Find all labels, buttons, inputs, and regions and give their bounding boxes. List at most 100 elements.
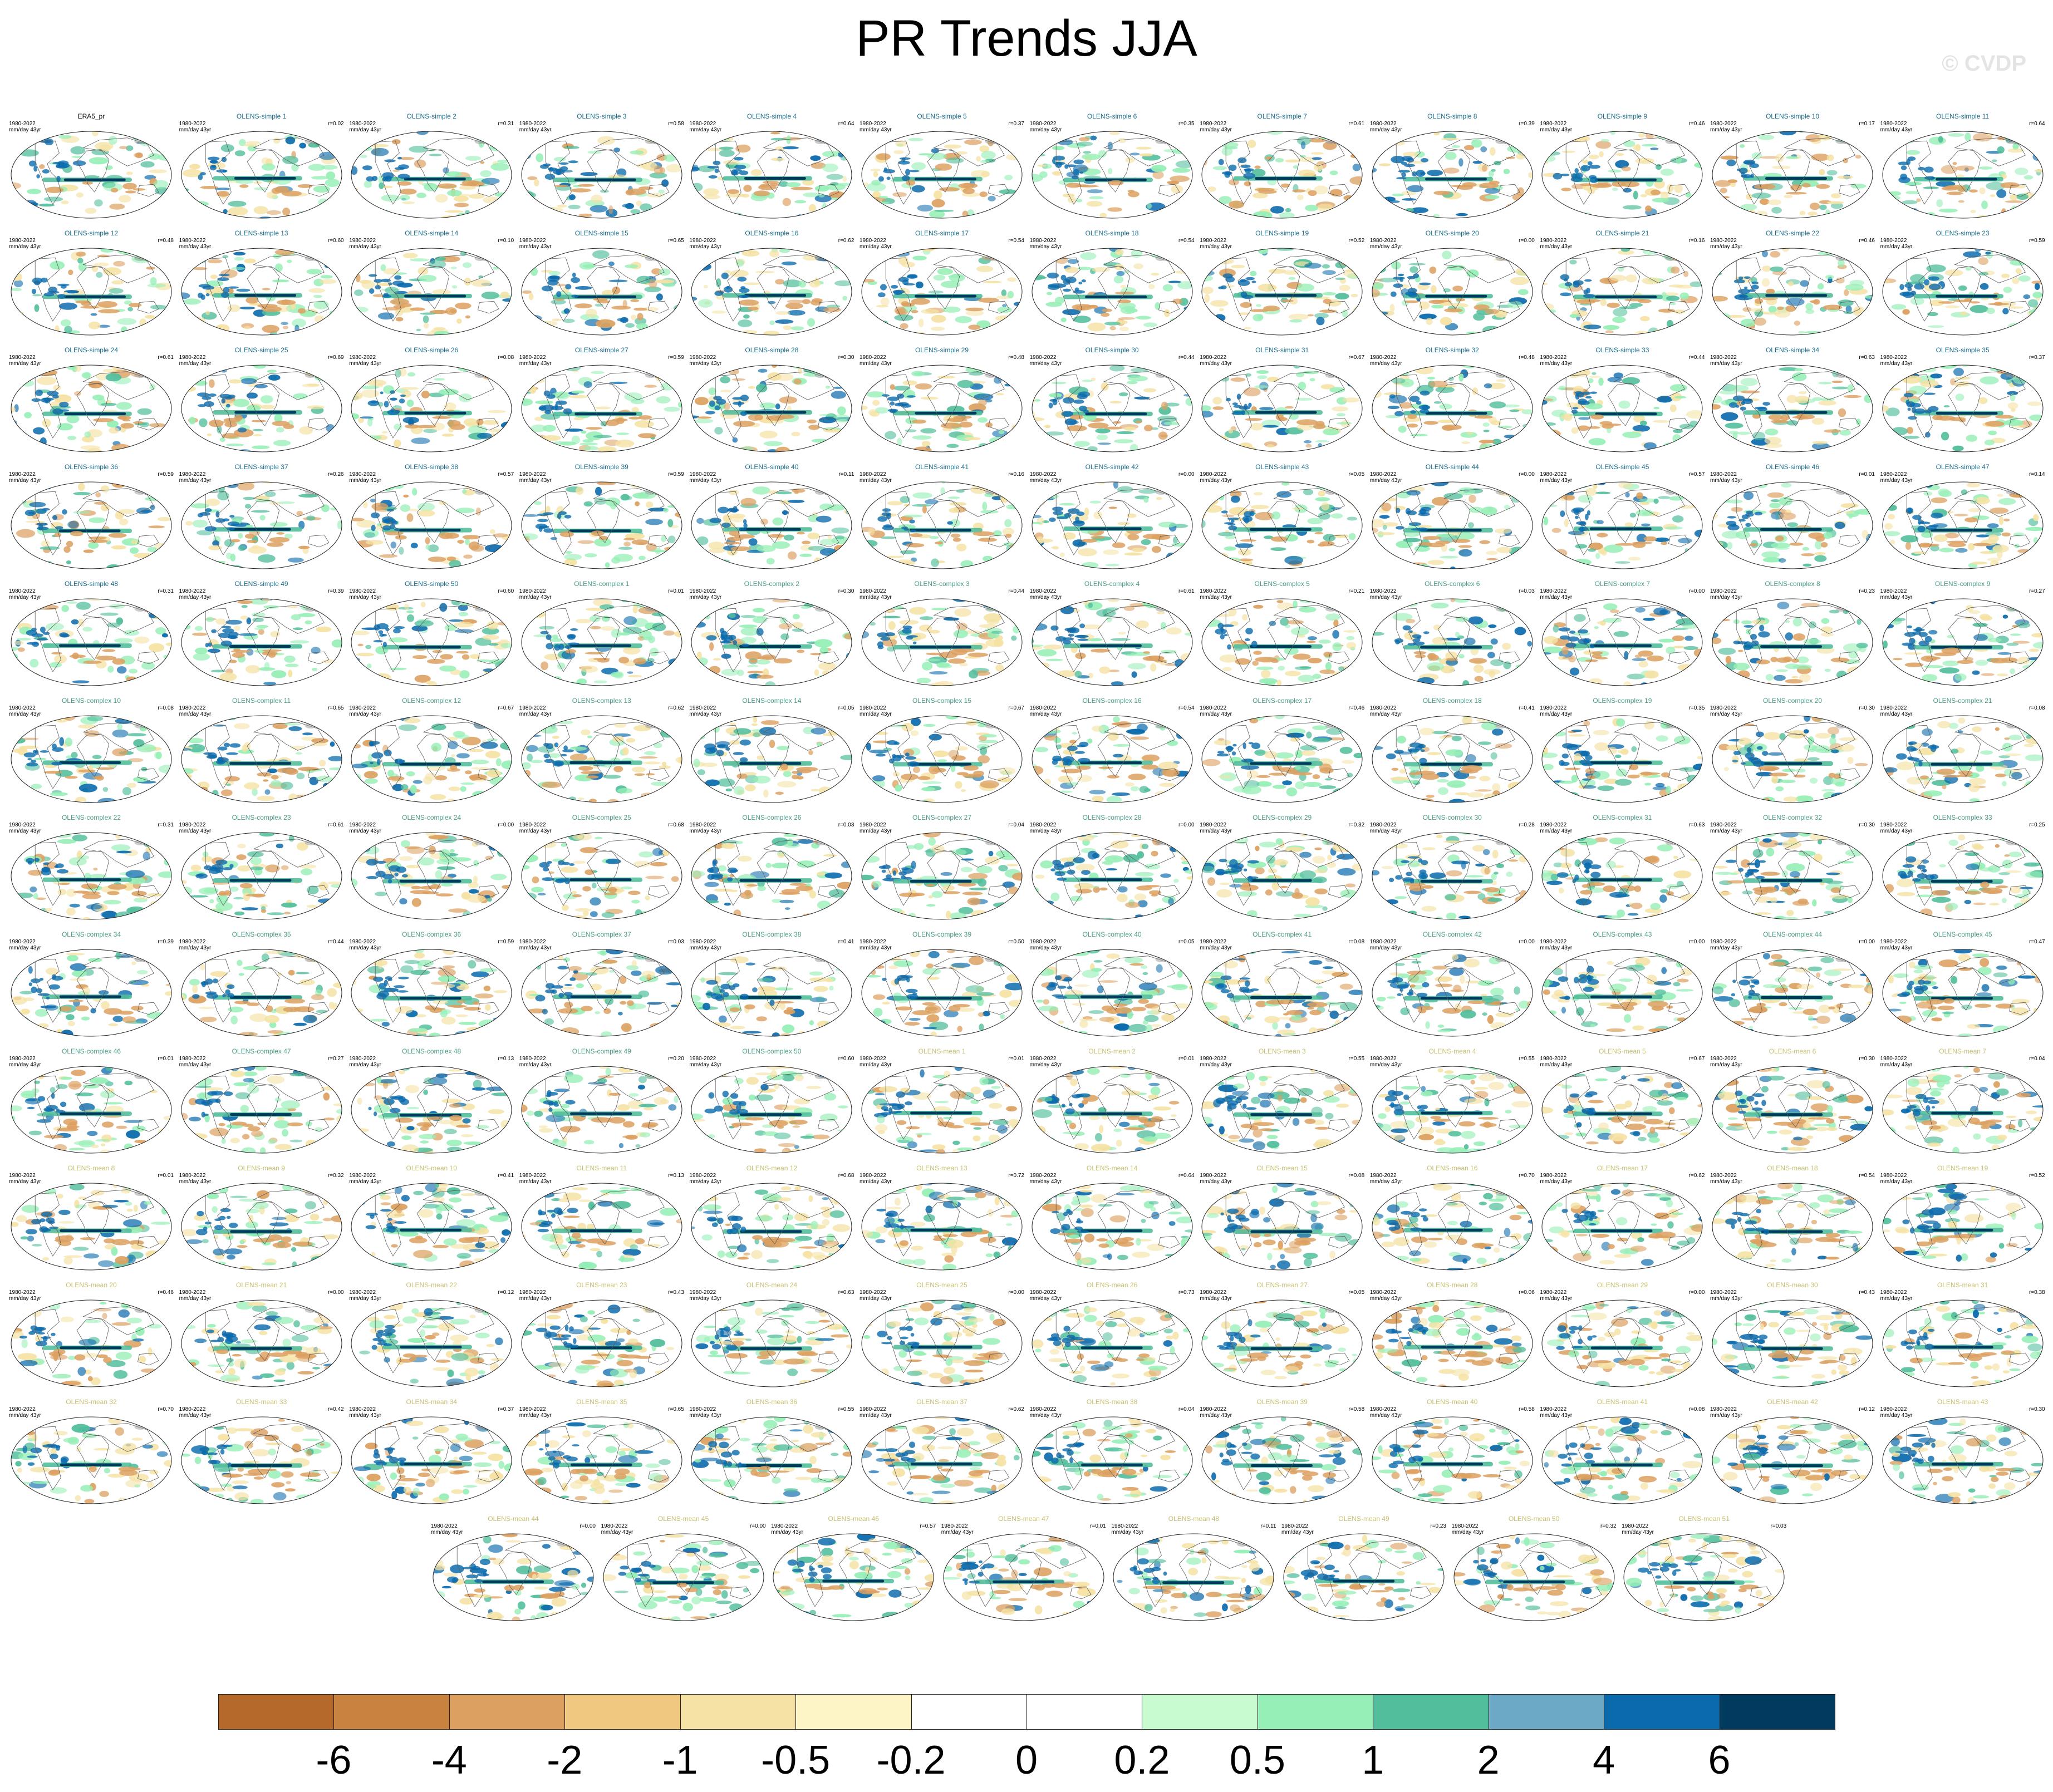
panel-correlation: r=0.68 [838,1173,854,1179]
panel-period: 1980-2022 mm/day 43yr [349,1406,381,1419]
panel-period-text: 1980-2022 [1540,588,1567,594]
panel-period-text: 1980-2022 [1710,121,1737,127]
panel-title: OLENS-simple 45 [1595,463,1649,471]
trend-map [1372,715,1533,803]
panel-period-text: 1980-2022 [1200,471,1227,477]
trend-map [861,949,1023,1037]
panel-period: 1980-2022 mm/day 43yr [9,238,41,250]
map-panel: OLENS-simple 22 1980-2022 mm/day 43yr r=0.4… [1709,228,1876,339]
map-panel: OLENS-complex 18 1980-2022 mm/day 43yr r=0.… [1369,696,1536,807]
panel-period: 1980-2022 mm/day 43yr [859,238,892,250]
panel-period-text: 1980-2022 [1622,1523,1649,1529]
panel-period: 1980-2022 mm/day 43yr [689,705,721,717]
map-panel: OLENS-mean 17 1980-2022 mm/day 43yr r=0.62 [1539,1163,1706,1274]
trend-map [351,1416,512,1504]
trend-map [181,1299,342,1387]
panel-period: 1980-2022 mm/day 43yr [1540,588,1572,600]
panel-units-text: mm/day 43yr [1029,711,1062,717]
trend-map [691,949,852,1037]
trend-map [1882,832,2044,920]
panel-period-text: 1980-2022 [1880,705,1907,711]
panel-period-text: 1980-2022 [689,355,716,361]
map-panel: OLENS-simple 50 1980-2022 mm/day 43yr r=0.6… [348,579,515,690]
panel-title: OLENS-complex 14 [742,697,802,705]
trend-map [1201,365,1363,452]
panel-units-text: mm/day 43yr [349,1296,381,1302]
panel-correlation: r=0.00 [1859,939,1875,945]
panel-title: OLENS-mean 34 [406,1398,457,1406]
panel-period-text: 1980-2022 [1369,355,1397,361]
panel-units-text: mm/day 43yr [1200,244,1232,250]
panel-period-text: 1980-2022 [859,1056,886,1062]
panel-title: OLENS-complex 2 [744,580,800,588]
colorbar-swatch [333,1694,450,1730]
panel-period-text: 1980-2022 [1540,1406,1567,1412]
trend-map [1541,1416,1703,1504]
panel-units-text: mm/day 43yr [689,244,722,250]
panel-correlation: r=0.43 [668,1289,684,1296]
panel-period-text: 1980-2022 [1369,1289,1397,1296]
panel-units-text: mm/day 43yr [179,1179,212,1185]
colorbar [218,1694,1835,1732]
panel-period: 1980-2022 mm/day 43yr [1111,1523,1143,1535]
map-panel: OLENS-simple 3 1980-2022 mm/day 43yr r=0.58 [518,111,685,223]
panel-title: OLENS-mean 38 [1086,1398,1138,1406]
panel-correlation: r=0.59 [668,355,684,361]
panel-period: 1980-2022 mm/day 43yr [1030,939,1062,951]
panel-title: OLENS-mean 33 [235,1398,287,1406]
trend-map [1882,1416,2044,1504]
panel-title: OLENS-complex 22 [61,814,121,821]
panel-period: 1980-2022 mm/day 43yr [859,1173,892,1185]
panel-correlation: r=0.67 [1008,705,1024,711]
panel-period: 1980-2022 mm/day 43yr [1030,1056,1062,1068]
trend-map [1541,1183,1703,1271]
panel-correlation: r=0.63 [1859,355,1875,361]
trend-map [1712,1416,1873,1504]
panel-title: OLENS-simple 40 [745,463,799,471]
panel-correlation: r=0.05 [1178,939,1195,945]
panel-period-text: 1980-2022 [1200,238,1227,244]
map-panel: OLENS-mean 39 1980-2022 mm/day 43yr r=0.58 [1199,1397,1366,1508]
panel-period: 1980-2022 mm/day 43yr [1370,471,1402,484]
panel-period-text: 1980-2022 [9,1289,36,1296]
map-panel: OLENS-complex 29 1980-2022 mm/day 43yr r=0.… [1199,813,1366,924]
panel-period: 1980-2022 mm/day 43yr [1370,238,1402,250]
panel-correlation: r=0.13 [668,1173,684,1179]
panel-title: OLENS-complex 27 [912,814,972,821]
panel-title: OLENS-complex 33 [1933,814,1992,821]
panel-title: OLENS-mean 39 [1256,1398,1308,1406]
panel-units-text: mm/day 43yr [179,1296,212,1302]
colorbar-tick-label: -1 [662,1738,698,1783]
trend-map [1372,131,1533,219]
map-panel: OLENS-complex 11 1980-2022 mm/day 43yr r=0.… [178,696,345,807]
panel-units-text: mm/day 43yr [179,244,212,250]
map-panel: OLENS-complex 48 1980-2022 mm/day 43yr r=0.… [348,1046,515,1158]
panel-units-text: mm/day 43yr [1029,1296,1062,1302]
panel-period: 1980-2022 mm/day 43yr [1030,1173,1062,1185]
panel-units-text: mm/day 43yr [689,1296,722,1302]
panel-correlation: r=0.11 [1260,1523,1276,1529]
panel-units-text: mm/day 43yr [179,828,212,834]
panel-units-text: mm/day 43yr [9,1062,41,1068]
panel-correlation: r=0.42 [327,1406,344,1412]
panel-period-text: 1980-2022 [1200,1173,1227,1179]
panel-period: 1980-2022 mm/day 43yr [601,1523,633,1535]
panel-period-text: 1980-2022 [1710,238,1737,244]
panel-period: 1980-2022 mm/day 43yr [1540,1056,1572,1068]
panel-title: OLENS-simple 4 [746,112,797,120]
panel-period-text: 1980-2022 [1369,471,1397,477]
panel-title: OLENS-simple 14 [405,229,459,237]
panel-units-text: mm/day 43yr [1029,127,1062,133]
panel-correlation: r=0.01 [668,588,684,594]
map-panel: OLENS-mean 36 1980-2022 mm/day 43yr r=0.55 [688,1397,855,1508]
panel-title: OLENS-simple 12 [64,229,119,237]
panel-correlation: r=0.58 [1519,1406,1535,1412]
panel-period: 1980-2022 mm/day 43yr [1540,1289,1572,1302]
map-panel: OLENS-simple 39 1980-2022 mm/day 43yr r=0.5… [518,462,685,573]
panel-period: 1980-2022 mm/day 43yr [689,238,721,250]
colorbar-tick-label: 4 [1593,1738,1615,1783]
map-panel: OLENS-simple 48 1980-2022 mm/day 43yr r=0.3… [8,579,175,690]
panel-period-text: 1980-2022 [859,471,886,477]
panel-period-text: 1980-2022 [349,705,376,711]
trend-map [351,598,512,686]
